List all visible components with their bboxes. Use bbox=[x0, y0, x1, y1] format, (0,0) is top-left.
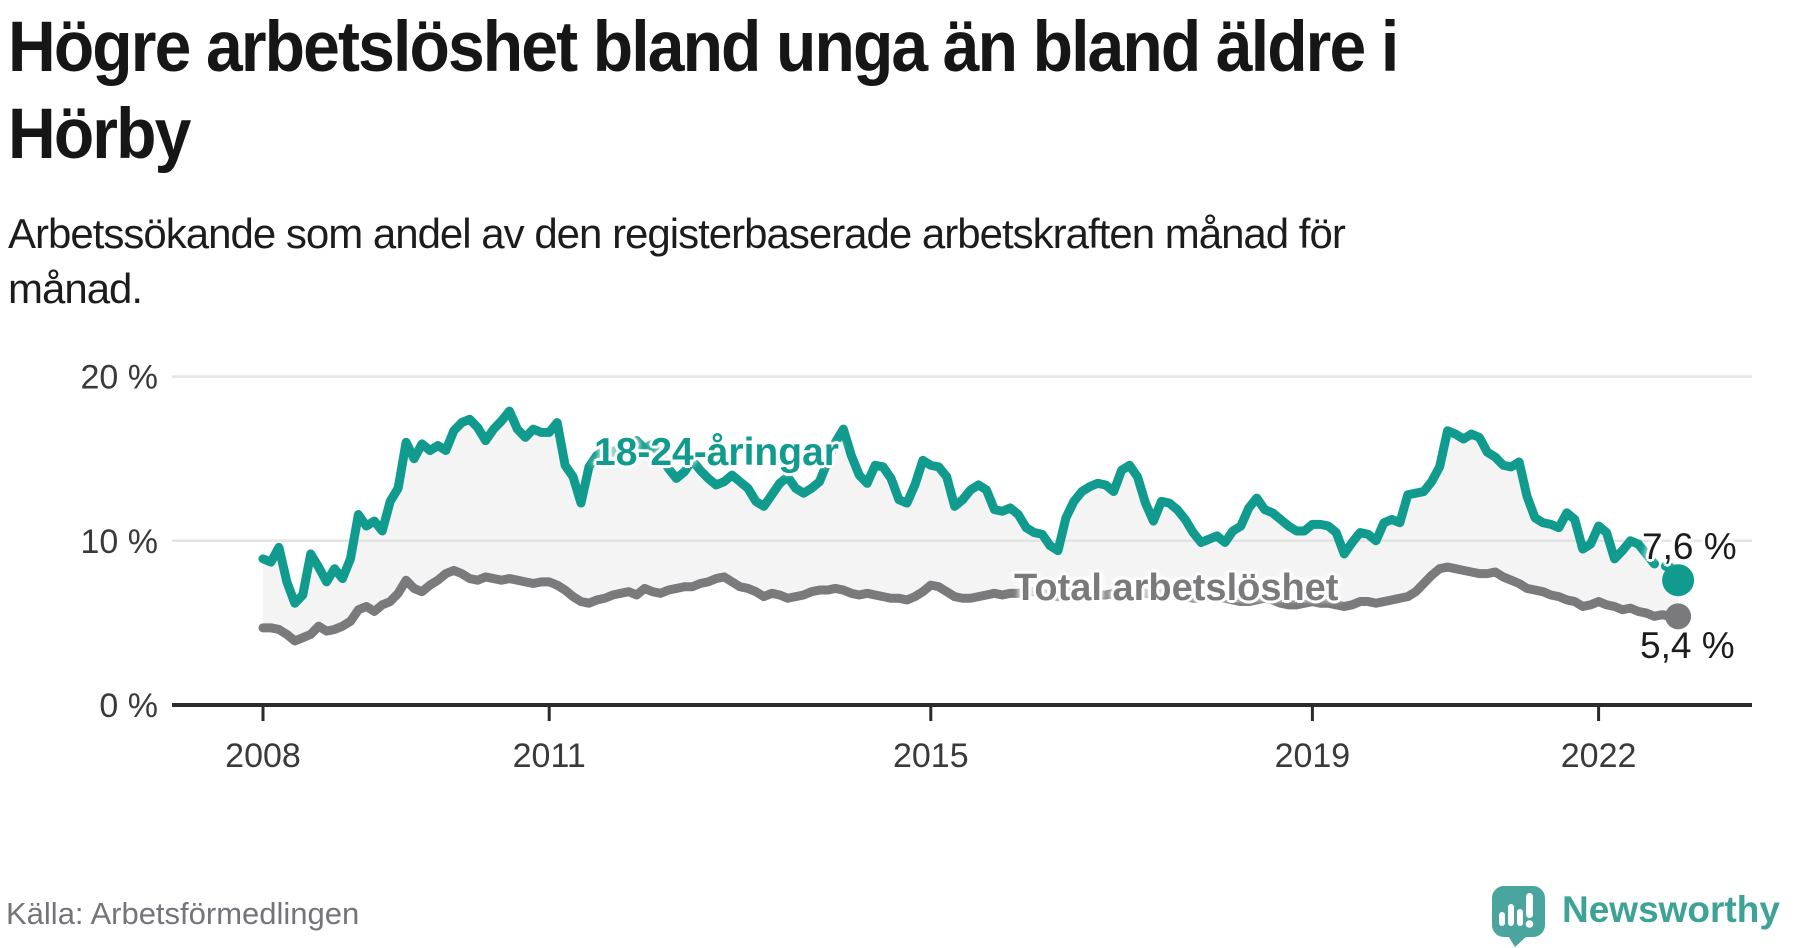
series-line-youth bbox=[258, 406, 1651, 608]
page-subtitle: Arbetssökande som andel av den registerb… bbox=[8, 206, 1346, 316]
y-tick-label: 10 % bbox=[81, 523, 159, 561]
area-between-series bbox=[263, 411, 1679, 641]
title-line-1: Högre arbetslöshet bland unga än bland ä… bbox=[8, 8, 1399, 87]
x-tick-label: 2008 bbox=[225, 737, 301, 775]
newsworthy-logo-icon bbox=[1492, 886, 1545, 947]
logo-bar-2 bbox=[1508, 904, 1514, 926]
end-value-youth: 7,6 % bbox=[1642, 526, 1737, 567]
logo-exclamation-bar bbox=[1526, 893, 1533, 918]
logo-bar-3 bbox=[1517, 909, 1523, 926]
end-value-total: 5,4 % bbox=[1640, 625, 1735, 666]
logo-bar-1 bbox=[1499, 912, 1505, 926]
subtitle-line-1: Arbetssökande som andel av den registerb… bbox=[8, 210, 1346, 257]
y-tick-label: 0 % bbox=[99, 687, 158, 725]
x-tick-label: 2022 bbox=[1561, 737, 1637, 775]
title-line-2: Hörby bbox=[8, 95, 191, 174]
series-label-total: Total arbetslöshet bbox=[1014, 567, 1339, 609]
series-line-total bbox=[258, 562, 1683, 646]
newsworthy-wordmark: Newsworthy bbox=[1562, 889, 1780, 930]
series-label-youth: 18-24-åringar bbox=[594, 431, 839, 474]
x-tick-label: 2019 bbox=[1275, 737, 1351, 775]
logo-exclamation-dot bbox=[1525, 920, 1534, 928]
logo-bubble-tail bbox=[1507, 934, 1529, 947]
newsworthy-logo: Newsworthy bbox=[1490, 884, 1780, 948]
subtitle-line-2: månad. bbox=[8, 265, 143, 312]
page-title: Högre arbetslöshet bland unga än bland ä… bbox=[8, 4, 1399, 178]
x-tick-label: 2015 bbox=[893, 737, 969, 775]
x-tick-label: 2011 bbox=[513, 737, 586, 775]
end-dot-youth bbox=[1662, 564, 1695, 597]
end-dot-total bbox=[1665, 603, 1692, 630]
y-tick-label: 20 % bbox=[81, 359, 159, 397]
source-note: Källa: Arbetsförmedlingen bbox=[6, 896, 360, 931]
